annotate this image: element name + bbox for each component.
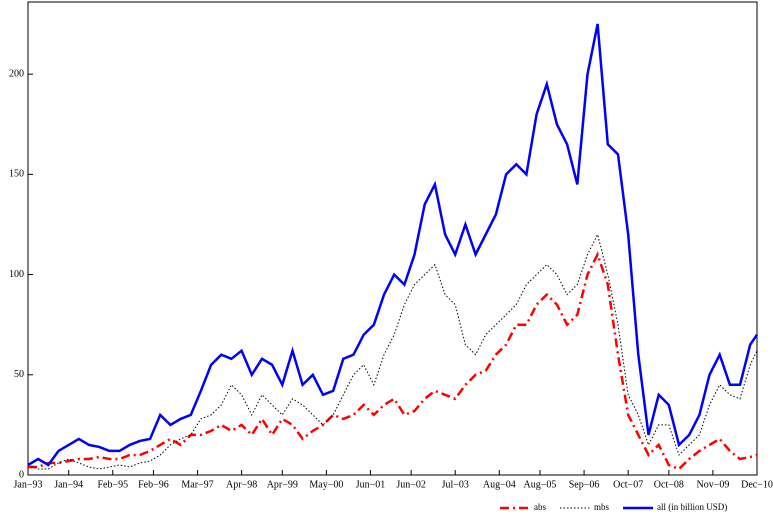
y-tick-label: 200: [9, 68, 24, 79]
legend-label: all (in billion USD): [657, 502, 727, 512]
x-tick-label: Feb−95: [97, 479, 128, 490]
x-tick-label: Apr−99: [267, 479, 298, 490]
x-tick-label: Jul−03: [442, 479, 469, 490]
x-tick-label: Jan−94: [54, 479, 83, 490]
x-tick-label: Jun−02: [396, 479, 426, 490]
x-tick-label: Feb−96: [138, 479, 169, 490]
x-tick-label: Sep−06: [569, 479, 600, 490]
x-tick-label: Apr−98: [226, 479, 257, 490]
x-tick-label: May−00: [309, 479, 343, 490]
y-tick-label: 100: [9, 269, 24, 280]
x-tick-label: Mar−97: [181, 479, 213, 490]
x-tick-label: Jun−01: [356, 479, 386, 490]
x-tick-label: Aug−05: [524, 479, 557, 490]
plot-frame: [27, 1, 758, 476]
x-tick-label: Dec−10: [741, 479, 773, 490]
x-tick-label: Nov−09: [696, 479, 729, 490]
y-tick-label: 0: [19, 469, 24, 480]
legend-label: abs: [534, 502, 546, 512]
x-tick-label: Jan−93: [14, 479, 43, 490]
x-tick-label: Aug−04: [483, 479, 516, 490]
series-line: [27, 23, 759, 467]
x-tick-label: Oct−08: [654, 479, 684, 490]
y-tick-label: 150: [9, 169, 24, 180]
legend-label: mbs: [594, 502, 610, 512]
series-line: [28, 251, 758, 471]
y-tick-label: 50: [14, 369, 24, 380]
x-tick-label: Oct−07: [613, 479, 643, 490]
